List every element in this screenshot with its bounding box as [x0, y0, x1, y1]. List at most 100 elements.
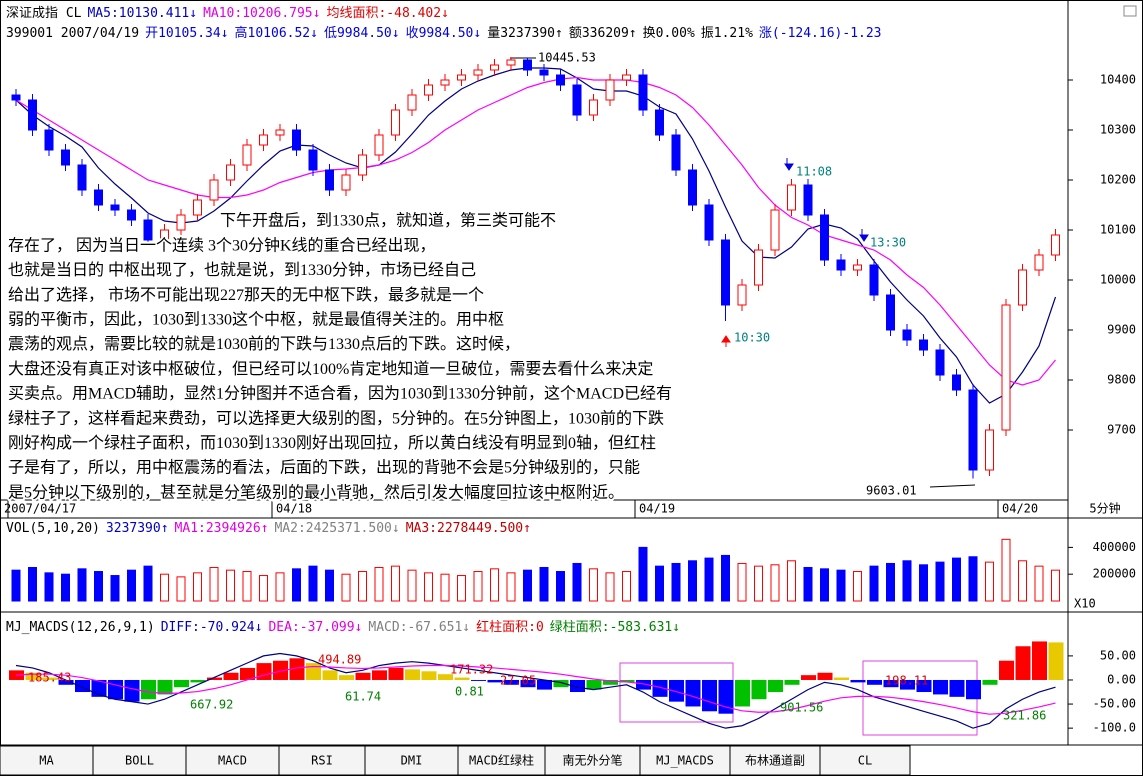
tab[interactable]	[278, 745, 366, 776]
macd-bar	[1032, 641, 1047, 680]
header-item: 振1.21%	[700, 26, 753, 41]
note-text: 震荡的观点，需要比较的就是1030前的下跌与1330点后的下跌。这时候，	[8, 335, 520, 353]
macd-bar	[174, 679, 189, 688]
x-tick-label: 04/20	[1002, 502, 1038, 516]
arrow-icon	[784, 158, 794, 171]
macd-bar	[487, 679, 503, 683]
volume-bar	[638, 546, 648, 602]
area-label: 494.89	[318, 653, 361, 667]
macd-bar	[471, 679, 486, 681]
candle-body	[11, 94, 21, 101]
macd-bar	[751, 679, 767, 700]
scale-label: X10	[1074, 597, 1096, 611]
macd-bar	[784, 679, 800, 685]
macd-bar	[207, 677, 222, 680]
macd-bar	[438, 674, 453, 680]
candle-body	[589, 99, 598, 116]
y-tick-label: 0.00	[1107, 672, 1136, 686]
macd-bar	[157, 679, 173, 695]
candle-body	[952, 374, 961, 391]
volume-bar	[1001, 538, 1011, 602]
tab[interactable]	[819, 745, 911, 776]
macd-bar	[339, 675, 354, 680]
candle-body	[853, 264, 862, 271]
volume-bar	[374, 566, 384, 602]
macd-bar	[966, 679, 981, 700]
volume-bar	[44, 572, 54, 602]
note-text: 刚好构成一个绿柱子面积，而1030到1330刚好出现回拉，所以黄白线没有明显到0…	[8, 434, 656, 452]
volume-bar	[391, 565, 400, 602]
volume-bar	[622, 571, 631, 602]
header-item: 3237390↑	[105, 521, 169, 536]
macd-bar	[850, 679, 866, 683]
candle-body	[94, 189, 103, 206]
macd-bar	[240, 667, 255, 680]
header-item: 涨(-124.16)-1.23	[758, 26, 882, 41]
arrow-icon	[859, 229, 869, 242]
volume-bar	[292, 568, 301, 602]
header-line: 深证成指 CL MA5:10130.411↓ MA10:10206.795↓ 均线面积…	[6, 2, 455, 21]
y-tick-label: 200000	[1093, 567, 1136, 581]
candle-body	[61, 149, 70, 166]
volume-bar	[1018, 560, 1027, 602]
tab[interactable]	[364, 745, 459, 776]
macd-bar	[1015, 646, 1031, 680]
candle-body	[803, 184, 813, 216]
annotation: 10:30	[734, 331, 770, 345]
volume-bar	[209, 566, 219, 602]
macd-bar	[141, 679, 156, 700]
header-item: MA1:2394926↑	[174, 521, 269, 536]
candle-body	[374, 134, 384, 156]
candle-body	[358, 154, 367, 176]
header-item: 开10105.34↓	[145, 26, 229, 41]
macd-bar	[454, 677, 470, 680]
candle-body	[127, 209, 136, 221]
macd-bar	[322, 670, 338, 680]
tab-label: MACD红绿柱	[469, 753, 534, 768]
header-item: VOL(5,10,20)	[6, 521, 100, 536]
tab-label: CL	[858, 754, 872, 768]
candle-body	[28, 99, 37, 131]
tab[interactable]	[639, 745, 731, 776]
volume-bar	[308, 565, 318, 602]
tab[interactable]	[0, 745, 94, 776]
volume-bar	[407, 569, 417, 602]
tab[interactable]	[729, 745, 821, 776]
x-tick-label: 2007/04/17	[4, 502, 76, 516]
volume-bar	[754, 565, 763, 602]
volume-bar	[94, 571, 103, 602]
window-icon[interactable]	[1123, 5, 1137, 17]
header-item: 收9984.50↓	[405, 26, 482, 41]
macd-bar	[421, 671, 437, 680]
candle-body	[985, 429, 994, 471]
candle-body	[143, 219, 153, 241]
plot	[11, 57, 1060, 479]
macd-bar	[603, 679, 618, 685]
candle-body	[704, 204, 714, 241]
header-item: 高10106.52↓	[234, 26, 318, 41]
tab[interactable]	[457, 745, 546, 776]
tab[interactable]	[185, 745, 280, 776]
candle-body	[308, 149, 318, 171]
volume-bar	[226, 569, 235, 602]
note-text: 下午开盘后，到1330点，就知道，第三类可能不	[220, 211, 556, 230]
volume-bar	[473, 571, 483, 602]
note-text: 大盘还没有真正对该中枢破位，但已经可以100%肯定地知道一旦破位，需要去看什么来…	[8, 359, 653, 378]
volume-bar	[605, 572, 615, 602]
candle-body	[1018, 269, 1027, 306]
annotation: 9603.01	[866, 484, 917, 498]
candle-body	[787, 184, 796, 211]
tab[interactable]	[92, 745, 187, 776]
candle-body	[688, 169, 697, 206]
annotation: 11:08	[796, 165, 832, 179]
volume-bar	[523, 569, 532, 602]
header-item: 深证成指 CL	[6, 6, 82, 21]
tab-label: DMI	[401, 754, 423, 768]
candle-body	[935, 349, 945, 376]
volume-bar	[28, 566, 37, 602]
tab-label: BOLL	[125, 754, 154, 768]
candle-body	[209, 179, 219, 201]
volume-bar	[110, 575, 120, 602]
candle-body	[325, 169, 334, 191]
indicator-line	[15, 664, 1056, 715]
